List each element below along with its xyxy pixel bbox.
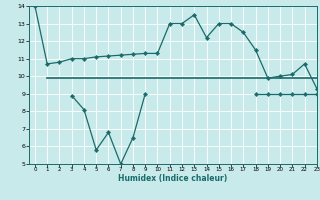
X-axis label: Humidex (Indice chaleur): Humidex (Indice chaleur) <box>118 174 228 183</box>
